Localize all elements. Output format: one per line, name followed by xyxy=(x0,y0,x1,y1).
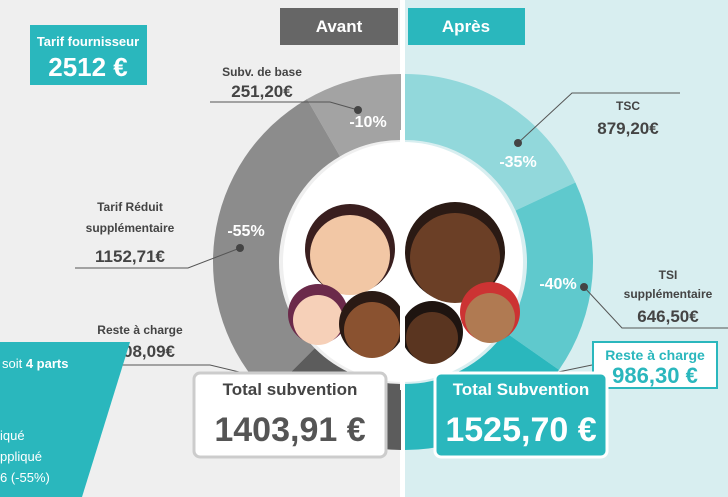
ring-segment xyxy=(504,182,593,370)
note-shape xyxy=(0,342,130,497)
percent: -10% xyxy=(349,114,386,131)
label: TSI xyxy=(659,268,678,282)
label: Reste à charge xyxy=(605,347,705,363)
label: Total Subvention xyxy=(453,380,590,399)
amount: 1403,91 € xyxy=(214,411,365,449)
percent: -35% xyxy=(499,154,536,171)
leader xyxy=(517,92,680,144)
note-line: iqué xyxy=(0,428,25,443)
dot xyxy=(236,244,244,252)
tab-before xyxy=(280,8,398,45)
leader xyxy=(210,101,359,111)
face xyxy=(344,302,400,358)
face xyxy=(465,293,515,343)
face xyxy=(406,312,458,364)
label: Tarif Réduit xyxy=(97,200,163,214)
note-bold: 4 parts xyxy=(26,356,69,371)
amount: 1525,70 € xyxy=(445,411,596,449)
remaining-box xyxy=(592,341,718,389)
percent: -40% xyxy=(539,276,576,293)
leader xyxy=(583,286,728,329)
amount: 1152,71€ xyxy=(95,247,166,266)
total-after-box xyxy=(433,371,609,459)
leader xyxy=(75,247,241,269)
supplier-box xyxy=(30,25,147,85)
divider-inner xyxy=(400,130,405,390)
label: Subv. de base xyxy=(222,65,302,79)
tab-after xyxy=(408,8,525,45)
label: TSC xyxy=(616,99,640,113)
amount: 879,20€ xyxy=(597,119,659,138)
amount: 251,20€ xyxy=(231,82,293,101)
note-line: ppliqué xyxy=(0,449,42,464)
label: Reste à charge xyxy=(97,323,183,337)
percent: -55% xyxy=(227,223,264,240)
face xyxy=(310,215,390,295)
label: supplémentaire xyxy=(624,287,713,301)
amount: 986,30 € xyxy=(612,363,698,388)
label: supplémentaire xyxy=(86,221,175,235)
ring-segment xyxy=(307,74,401,157)
supplier-label: Tarif fournisseur xyxy=(37,34,139,49)
ring-segment xyxy=(405,74,576,211)
amount: 646,50€ xyxy=(637,307,699,326)
dot xyxy=(514,139,522,147)
label: Total subvention xyxy=(223,380,358,399)
note: soit 4 parts xyxy=(2,356,68,371)
face xyxy=(293,295,343,345)
ring-segment xyxy=(213,99,340,395)
tab-before-label: Avant xyxy=(316,17,363,36)
note-prefix: soit xyxy=(2,356,26,371)
tab-after-label: Après xyxy=(442,17,490,36)
donut xyxy=(213,74,593,450)
supplier-amount: 2512 € xyxy=(48,52,128,82)
face xyxy=(410,213,500,303)
dot xyxy=(580,283,588,291)
note-line: 6 (-55%) xyxy=(0,470,50,485)
total-before-box xyxy=(192,371,388,459)
dot xyxy=(354,106,362,114)
